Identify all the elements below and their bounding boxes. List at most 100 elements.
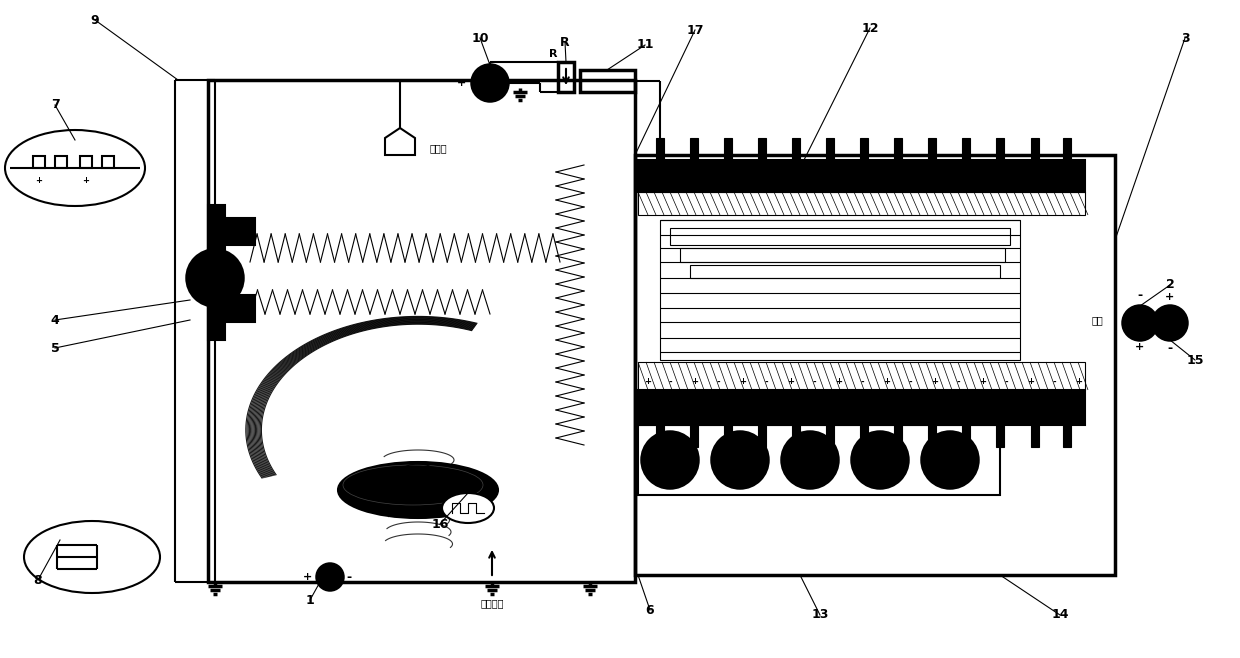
Bar [792, 138, 800, 160]
Circle shape [782, 432, 838, 488]
Text: +: + [1136, 342, 1145, 352]
Text: +: + [36, 176, 42, 185]
Text: +: + [1075, 378, 1083, 386]
Text: -: - [511, 76, 516, 89]
Circle shape [1123, 306, 1157, 340]
Circle shape [642, 432, 698, 488]
Text: -: - [212, 311, 217, 324]
Text: +: + [303, 572, 312, 582]
Bar [758, 138, 766, 160]
Bar [689, 265, 999, 278]
Circle shape [317, 564, 343, 590]
Text: +: + [1166, 292, 1174, 302]
Text: 8: 8 [33, 574, 42, 586]
Text: +: + [980, 378, 987, 386]
Text: -: - [764, 378, 768, 386]
Bar [208, 205, 224, 340]
Bar [689, 138, 698, 160]
Text: 抽真空: 抽真空 [430, 143, 448, 153]
Bar [962, 425, 970, 447]
Bar [928, 138, 936, 160]
Text: +: + [931, 378, 939, 386]
Bar [1030, 138, 1039, 160]
Circle shape [923, 432, 978, 488]
Bar [996, 425, 1004, 447]
Text: 12: 12 [862, 22, 879, 34]
Bar [224, 218, 255, 245]
Text: 9: 9 [91, 14, 99, 26]
Text: -: - [861, 378, 864, 386]
Text: -: - [346, 570, 351, 584]
Circle shape [187, 250, 243, 306]
Text: 反应气体: 反应气体 [480, 598, 503, 608]
Bar [894, 138, 901, 160]
Bar [656, 425, 663, 447]
Bar [558, 62, 574, 92]
Bar [792, 425, 800, 447]
Bar [224, 295, 255, 322]
Bar [861, 138, 868, 160]
Text: -: - [1167, 342, 1173, 355]
Text: 10: 10 [471, 32, 489, 45]
Text: +: + [1028, 378, 1034, 386]
Bar [639, 192, 1085, 215]
Text: 1: 1 [305, 594, 315, 607]
Text: 水冷: 水冷 [232, 231, 244, 241]
Text: R: R [549, 49, 557, 59]
Bar [208, 80, 635, 582]
Bar [928, 425, 936, 447]
Bar [826, 138, 835, 160]
Text: 2: 2 [1166, 278, 1174, 291]
Bar [660, 220, 1021, 360]
Bar [861, 425, 868, 447]
Text: 13: 13 [811, 609, 828, 622]
Ellipse shape [441, 493, 494, 523]
Bar [962, 138, 970, 160]
Text: 4: 4 [51, 313, 60, 326]
Bar [758, 425, 766, 447]
Bar [635, 155, 1115, 575]
Text: +: + [739, 378, 746, 386]
Bar [81, 156, 92, 168]
Circle shape [1153, 306, 1187, 340]
Bar [826, 425, 835, 447]
Text: +: + [83, 176, 89, 185]
Text: -: - [1004, 378, 1008, 386]
Text: 7: 7 [51, 99, 60, 111]
Text: 5: 5 [51, 342, 60, 355]
Text: -: - [1137, 289, 1142, 302]
Bar [996, 138, 1004, 160]
Bar [639, 390, 1085, 425]
Text: 6: 6 [646, 603, 655, 617]
Text: R: R [560, 36, 570, 49]
Bar [102, 156, 114, 168]
Bar [55, 156, 67, 168]
Circle shape [852, 432, 908, 488]
Text: 14: 14 [1052, 609, 1069, 622]
Bar [1063, 425, 1071, 447]
Bar [724, 425, 732, 447]
Text: +: + [787, 378, 795, 386]
Text: -: - [956, 378, 960, 386]
Text: 水冷: 水冷 [1092, 315, 1104, 325]
Text: 17: 17 [686, 24, 704, 36]
Bar [724, 138, 732, 160]
Text: -: - [812, 378, 816, 386]
Text: +: + [883, 378, 890, 386]
Text: +: + [836, 378, 842, 386]
Circle shape [712, 432, 768, 488]
Text: -: - [668, 378, 672, 386]
Bar [580, 70, 635, 92]
Circle shape [472, 65, 508, 101]
Bar [1063, 138, 1071, 160]
Text: 16: 16 [432, 517, 449, 530]
Polygon shape [384, 128, 415, 155]
Bar [680, 248, 1004, 262]
Bar [894, 425, 901, 447]
Bar [639, 160, 1085, 192]
Text: -: - [1053, 378, 1055, 386]
Text: +: + [456, 78, 466, 88]
Text: 11: 11 [636, 39, 653, 51]
Bar [639, 425, 999, 495]
Text: +: + [692, 378, 698, 386]
